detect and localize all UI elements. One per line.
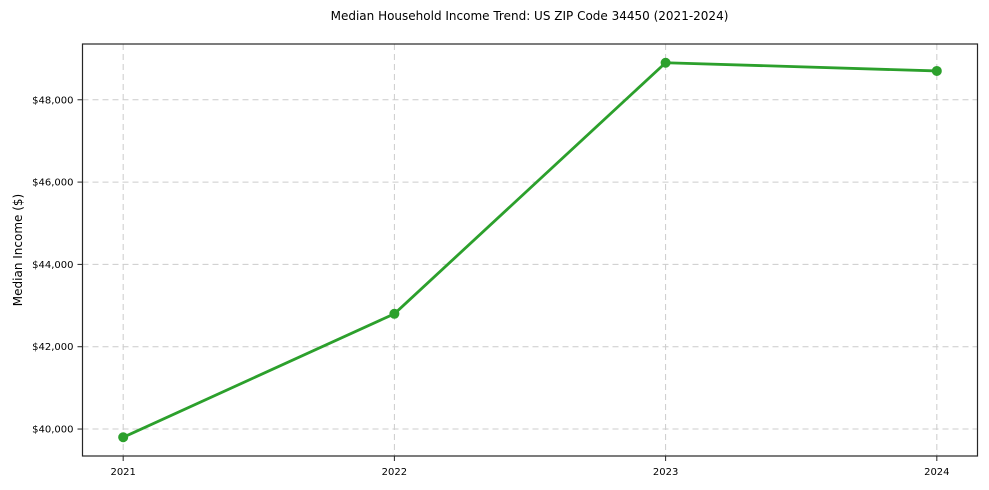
data-point-2022	[389, 308, 400, 319]
y-tick-label: $44,000	[32, 260, 73, 271]
x-tick-label: 2023	[653, 467, 678, 478]
data-point-2021	[118, 432, 129, 443]
x-tick-label: 2021	[110, 467, 135, 478]
x-tick-label: 2024	[924, 467, 949, 478]
x-tick-label: 2022	[382, 467, 407, 478]
y-tick-label: $46,000	[32, 178, 73, 189]
y-tick-label: $48,000	[32, 95, 73, 106]
data-point-2023	[660, 57, 671, 68]
y-axis-label: Median Income ($)	[11, 193, 25, 307]
data-point-2024	[931, 65, 942, 76]
plot-border	[81, 43, 979, 457]
trend-line	[121, 61, 939, 439]
y-tick-label: $40,000	[32, 425, 73, 436]
y-tick-label: $42,000	[32, 342, 73, 353]
chart-title: Median Household Income Trend: US ZIP Co…	[330, 9, 729, 23]
